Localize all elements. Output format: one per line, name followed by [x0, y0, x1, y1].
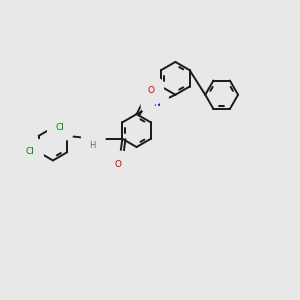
Text: Cl: Cl — [56, 122, 65, 131]
Text: Cl: Cl — [26, 147, 35, 156]
Text: H: H — [149, 96, 155, 105]
Text: O: O — [148, 86, 155, 95]
Text: N: N — [90, 138, 97, 147]
Text: H: H — [89, 142, 96, 151]
Text: N: N — [153, 99, 160, 108]
Text: O: O — [114, 160, 122, 169]
